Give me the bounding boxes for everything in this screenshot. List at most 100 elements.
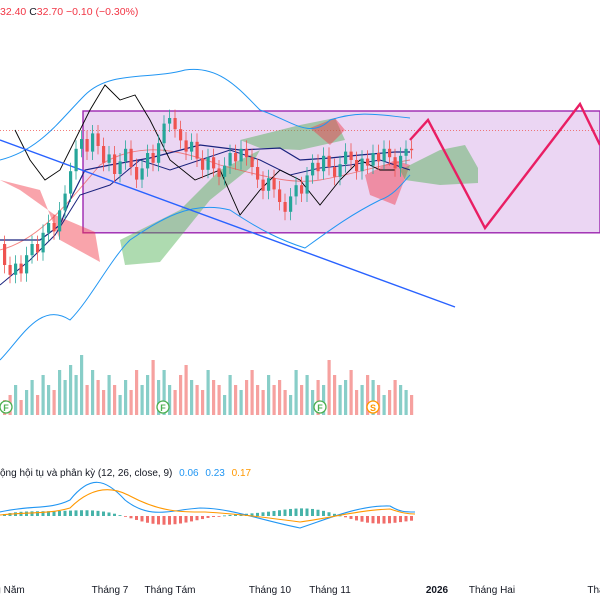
close-label: C: [29, 6, 37, 18]
candle-body: [41, 232, 45, 253]
macd-histogram-bar: [217, 516, 221, 517]
cloud-segment: [310, 118, 345, 145]
volume-bar: [239, 390, 243, 415]
candle-body: [245, 148, 249, 158]
volume-bar: [322, 385, 326, 415]
event-marker-circle: [366, 400, 380, 414]
macd-histogram-value: 0.06: [179, 468, 199, 479]
candle-body: [278, 189, 282, 202]
candle-body: [157, 143, 161, 163]
macd-histogram-bar: [250, 513, 254, 516]
candle-body: [129, 148, 133, 167]
candle-body: [36, 244, 40, 253]
candle-body: [179, 129, 183, 141]
volume-bar: [14, 385, 18, 415]
candle-body: [366, 158, 370, 166]
macd-histogram-bar: [278, 510, 281, 516]
candle-body: [118, 161, 122, 174]
candle-body: [140, 168, 144, 180]
candle-body: [25, 255, 29, 274]
volume-bar: [201, 390, 205, 415]
macd-histogram-bar: [311, 508, 314, 516]
macd-histogram-bar: [135, 516, 138, 520]
candle-body: [316, 162, 320, 172]
volume-bar: [41, 375, 45, 415]
candle-body: [256, 167, 260, 180]
volume-bar: [173, 390, 177, 415]
macd-histogram-bar: [338, 515, 342, 517]
macd-histogram-bar: [102, 511, 105, 516]
time-axis-label: g Năm: [0, 585, 25, 596]
macd-panel: [0, 481, 416, 529]
candle-body: [311, 162, 315, 176]
candle-body: [250, 157, 254, 167]
macd-histogram-bar: [140, 516, 144, 522]
candle-body: [80, 139, 84, 149]
volume-bar: [338, 385, 342, 415]
event-marker-s[interactable]: S: [366, 400, 380, 414]
volume-bar: [272, 385, 276, 415]
candle-body: [113, 154, 117, 174]
cloud-segment: [240, 118, 345, 150]
candle-body: [377, 153, 381, 162]
ichimoku-cloud: [0, 118, 478, 265]
volume-bar: [146, 375, 150, 415]
event-marker-letter: S: [370, 403, 376, 413]
zigzag-line: [409, 101, 600, 231]
candle-body: [52, 223, 56, 232]
candle-body: [399, 155, 403, 169]
candle-body: [322, 155, 326, 172]
candle-body: [69, 171, 73, 194]
volume-bar: [404, 390, 408, 415]
macd-histogram-bar: [234, 514, 237, 516]
candle-body: [223, 165, 227, 177]
cloud-segment: [120, 150, 260, 265]
volume-bar: [349, 370, 353, 415]
macd-histogram-bar: [41, 511, 45, 516]
macd-histogram-bar: [63, 510, 67, 516]
macd-histogram-bar: [151, 516, 155, 524]
candle-body: [333, 167, 337, 177]
candlesticks: [3, 109, 414, 284]
macd-histogram-bar: [388, 516, 391, 524]
candle-body: [410, 148, 414, 151]
candle-body: [47, 223, 51, 233]
macd-histogram-bar: [393, 516, 397, 523]
time-axis-label: 2026: [425, 585, 449, 596]
macd-histogram-bar: [410, 516, 413, 521]
macd-histogram-bar: [96, 510, 100, 516]
signal-line: [0, 489, 416, 523]
candle-body: [58, 210, 62, 232]
macd-histogram-bar: [355, 516, 358, 521]
volume-bar: [91, 370, 95, 415]
macd-histogram-bar: [256, 512, 259, 516]
volume-bar: [30, 380, 34, 415]
candle-body: [162, 123, 166, 144]
candle-body: [404, 148, 408, 156]
zigzag-projection[interactable]: [409, 101, 600, 231]
candle-body: [91, 133, 95, 152]
event-marker-f[interactable]: F: [0, 400, 13, 414]
candle-body: [190, 141, 194, 152]
volume-bar: [124, 380, 128, 415]
candle-body: [338, 164, 342, 177]
candle-body: [184, 140, 188, 152]
macd-signal-value: 0.17: [231, 468, 252, 479]
volume-bar: [151, 360, 155, 415]
macd-histogram-bar: [80, 510, 83, 516]
macd-histogram-bar: [52, 511, 56, 516]
candle-body: [74, 148, 78, 172]
macd-histogram-bar: [201, 516, 204, 520]
candle-body: [212, 157, 216, 169]
volume-bar: [96, 380, 100, 415]
candle-body: [8, 265, 12, 275]
macd-histogram-bar: [267, 511, 270, 516]
candle-body: [3, 244, 7, 265]
event-marker-f[interactable]: F: [156, 400, 170, 414]
candle-body: [107, 154, 111, 163]
volume-bar: [283, 390, 287, 415]
event-marker-f[interactable]: F: [313, 400, 327, 414]
